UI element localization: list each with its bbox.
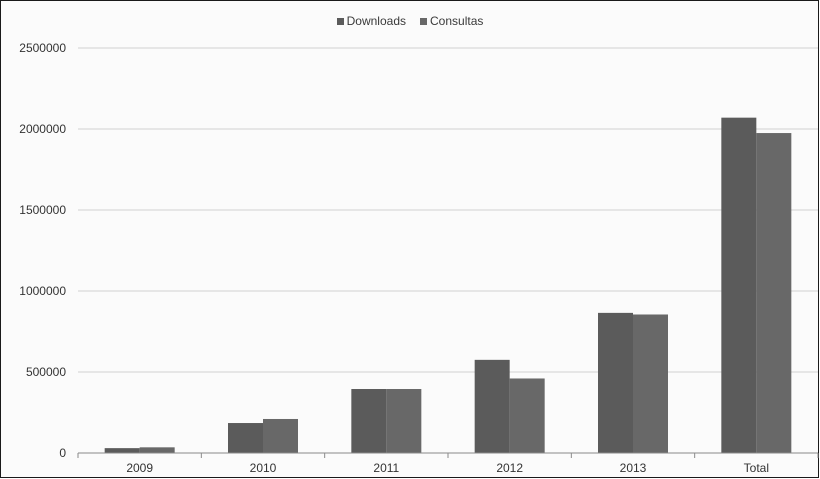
x-tick-label: 2010 [250,461,277,475]
x-tick-label: Total [744,461,769,475]
x-tick-label: 2013 [620,461,647,475]
bar-consultas-2010 [263,418,298,453]
legend-item-downloads: Downloads [336,14,406,28]
legend-swatch-consultas [420,17,427,25]
x-tick-label: 2011 [373,461,399,475]
bars [104,117,792,454]
bar-consultas-2013 [633,314,668,453]
bar-consultas-total [756,133,792,454]
gridlines [78,47,818,373]
bar-consultas-2012 [509,378,545,453]
legend-label-consultas: Consultas [430,14,484,28]
legend-item-consultas: Consultas [420,14,483,28]
bar-consultas-2009 [139,447,175,453]
y-tick-label: 500000 [26,365,66,379]
x-tick-label: 2009 [126,461,153,475]
y-tick-label: 0 [59,446,66,460]
bar-consultas-2011 [386,389,422,453]
bar-downloads-2010 [228,423,263,453]
legend-label-downloads: Downloads [346,14,406,28]
legend-swatch-downloads [336,17,344,25]
y-tick-labels: 0 500000 1000000 1500000 2000000 2500000 [19,41,66,460]
x-tick-labels: 2009 2010 2011 2012 2013 Total [126,461,769,475]
bar-downloads-2012 [474,359,510,453]
y-tick-label: 1000000 [19,284,66,298]
bar-downloads-2011 [351,389,387,453]
bar-downloads-2013 [598,312,633,453]
y-tick-label: 2500000 [19,41,66,55]
bar-downloads-2009 [104,448,140,453]
chart-legend: Downloads Consultas [0,14,820,28]
x-tick-label: 2012 [496,461,523,475]
y-tick-label: 1500000 [19,203,66,217]
x-axis [77,452,819,458]
y-tick-label: 2000000 [19,122,66,136]
bar-downloads-total [721,117,757,453]
